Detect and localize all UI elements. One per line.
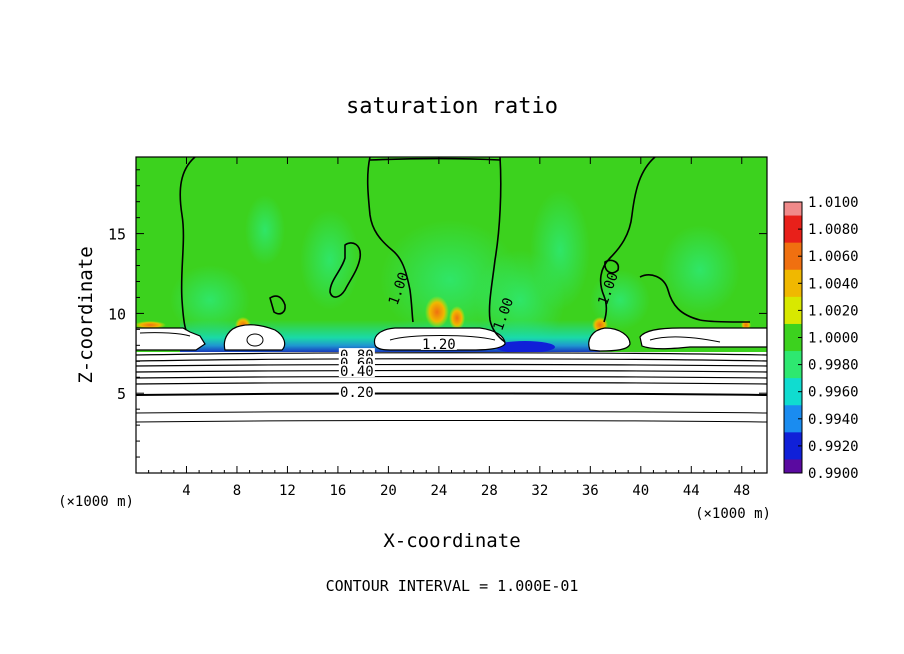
colorbar-label: 0.9940	[808, 412, 859, 428]
field-texture	[170, 190, 740, 350]
x-tick-label: 12	[279, 483, 296, 499]
x-tick-label: 32	[531, 483, 548, 499]
x-tick-label: 36	[582, 483, 599, 499]
colorbar-label: 1.0040	[808, 276, 859, 292]
colorbar-label: 1.0100	[808, 195, 859, 211]
colorbar-swatch	[784, 432, 802, 460]
colorbar-swatch	[784, 296, 802, 325]
plot-area	[136, 157, 767, 473]
x-tick-label: 48	[733, 483, 750, 499]
x-tick-label: 4	[182, 483, 190, 499]
contour-label-bg	[338, 364, 375, 378]
x-tick-label: 20	[380, 483, 397, 499]
contour-interval-footer: CONTOUR INTERVAL = 1.000E-01	[326, 577, 579, 595]
y-axis: 5 10 15	[108, 169, 767, 458]
y-tick-label: 10	[108, 305, 126, 323]
colorbar-label: 0.9960	[808, 385, 859, 401]
x-tick-label: 28	[481, 483, 498, 499]
colorbar-label: 0.9980	[808, 358, 859, 374]
stratified-contours	[136, 352, 767, 423]
y-axis-label: Z-coordinate	[75, 246, 97, 383]
colorbar-label: 1.0060	[808, 249, 859, 265]
x-tick-label: 8	[233, 483, 241, 499]
colorbar-label: 1.0000	[808, 331, 859, 347]
colorbar-swatch	[784, 215, 802, 244]
dry-spot	[495, 341, 555, 353]
colorbar-swatch	[784, 323, 802, 352]
contour-label-bg	[420, 336, 457, 350]
contour-label: 1.20	[422, 337, 456, 353]
contour-label: 0.40	[340, 364, 374, 380]
colorbar-label: 0.9920	[808, 439, 859, 455]
colorbar-swatch	[784, 378, 802, 406]
colorbar-label: 1.0020	[808, 303, 859, 319]
colorbar-swatch	[784, 242, 802, 271]
x-tick-label: 24	[430, 483, 447, 499]
colorbar-swatch	[784, 351, 802, 379]
x-tick-label: 40	[632, 483, 649, 499]
cloud-inner-contours	[139, 332, 721, 347]
colorbar: 1.0100 1.0080 1.0060 1.0040 1.0020 1.0000 0.99…	[783, 195, 859, 482]
x-tick-label: 16	[329, 483, 346, 499]
x-axis: 4 8 12 16 20 24 28 32 36 40 44 48	[148, 157, 755, 499]
y-tick-label: 5	[117, 385, 126, 403]
x-unit-left: (×1000 m)	[58, 494, 134, 510]
colorbar-swatch	[784, 459, 802, 473]
y-tick-label: 15	[108, 226, 126, 244]
colorbar-swatch	[784, 202, 802, 217]
colorbar-label: 0.9900	[808, 466, 859, 482]
colorbar-label: 1.0080	[808, 222, 859, 238]
colorbar-swatch	[784, 269, 802, 298]
contour-label: 0.20	[340, 385, 374, 401]
colorbar-swatch	[784, 405, 802, 433]
x-tick-label: 44	[683, 483, 700, 499]
chart-title: saturation ratio	[346, 94, 558, 119]
x-unit-right: (×1000 m)	[695, 506, 771, 522]
x-axis-label: X-coordinate	[383, 530, 520, 552]
contour-label-bg	[338, 384, 375, 398]
